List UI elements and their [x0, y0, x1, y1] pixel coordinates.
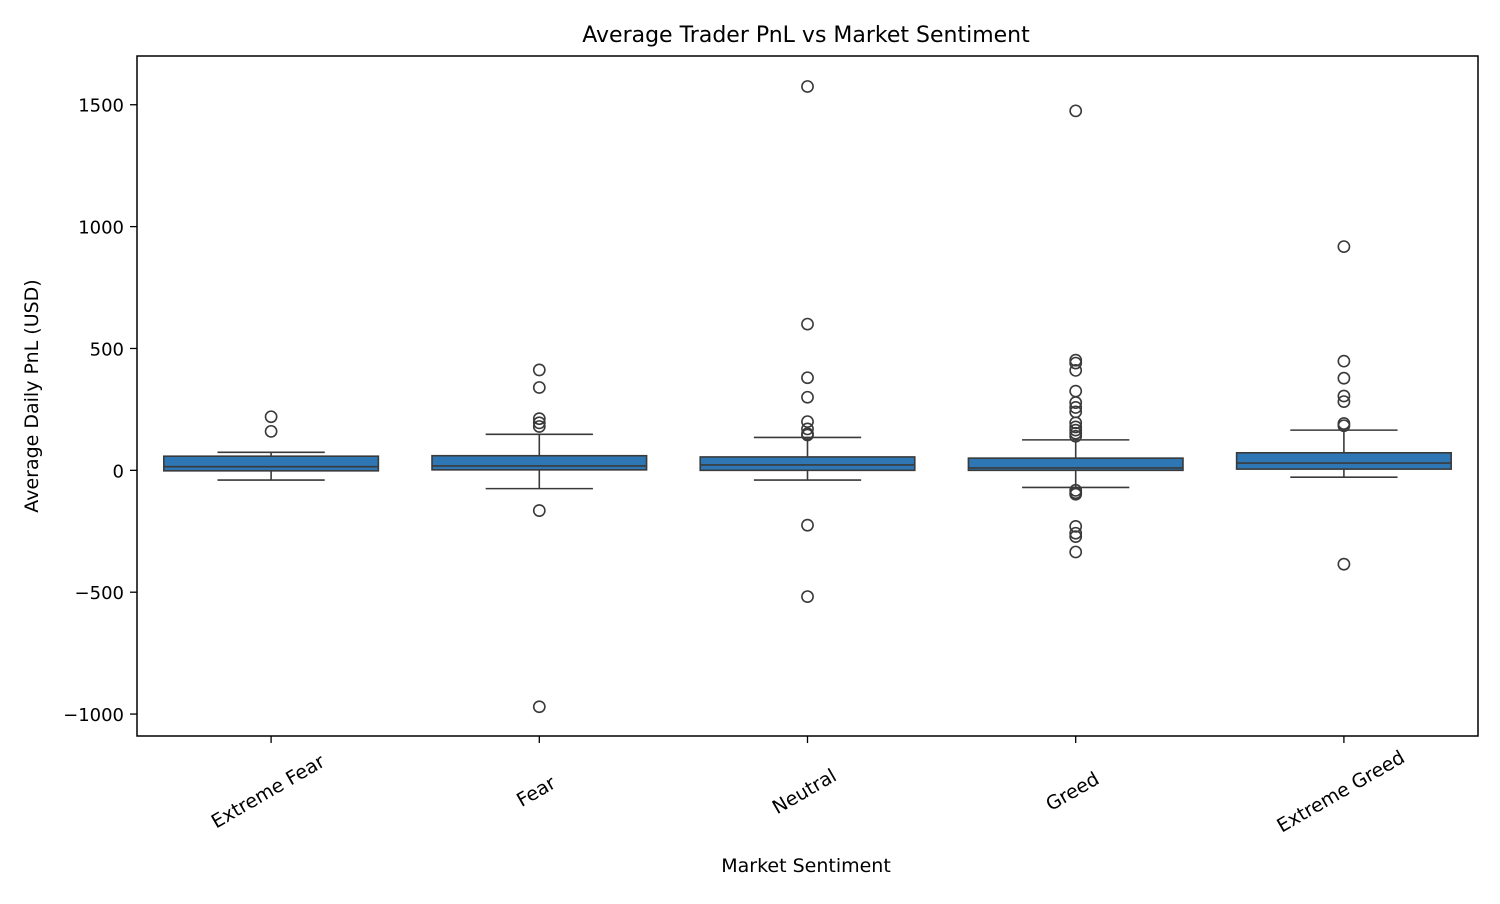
- outlier-point: [1069, 429, 1083, 443]
- outlier-point: [1069, 530, 1083, 544]
- y-tick-label: 500: [90, 339, 124, 360]
- x-tick-label: Extreme Fear: [208, 750, 329, 833]
- y-axis: −1000 −500 0 500 1000 1500: [63, 96, 137, 726]
- outlier-point: [532, 363, 546, 377]
- outlier-point: [801, 371, 814, 385]
- outlier-point: [1069, 420, 1083, 434]
- outlier-point: [801, 518, 814, 532]
- x-tick-label: Extreme Greed: [1273, 746, 1408, 837]
- outlier-point: [1337, 395, 1351, 409]
- iqr-box: [163, 455, 380, 472]
- outlier-point: [1069, 356, 1083, 370]
- outlier-point: [1069, 519, 1083, 533]
- outlier-point: [1069, 384, 1083, 398]
- outlier-point: [1069, 401, 1083, 414]
- outlier-point: [1069, 364, 1083, 377]
- box-group: [699, 80, 916, 603]
- y-axis-label: Average Daily PnL (USD): [21, 279, 43, 512]
- outlier-point: [1069, 487, 1083, 501]
- outlier-point: [801, 80, 814, 93]
- outlier-point: [1069, 396, 1083, 409]
- outlier-point: [1069, 526, 1083, 540]
- y-tick-label: −500: [75, 583, 124, 604]
- x-axis-label: Market Sentiment: [721, 855, 891, 877]
- outlier-point: [801, 590, 814, 603]
- box-group: [1235, 240, 1452, 571]
- outlier-point: [532, 381, 546, 394]
- outlier-point: [801, 422, 814, 436]
- y-tick-label: 1500: [78, 96, 124, 117]
- outlier-point: [801, 415, 814, 428]
- outlier-point: [264, 410, 278, 424]
- y-tick-label: 0: [113, 461, 124, 482]
- outlier-point: [1337, 240, 1351, 253]
- y-tick-label: 1000: [78, 218, 124, 239]
- outlier-point: [1337, 354, 1351, 368]
- outlier-point: [264, 424, 278, 438]
- outlier-point: [1069, 104, 1083, 118]
- iqr-box: [1235, 451, 1452, 470]
- plot-area: [163, 80, 1452, 714]
- chart-title: Average Trader PnL vs Market Sentiment: [582, 23, 1030, 48]
- outlier-point: [1337, 557, 1351, 571]
- outlier-point: [1069, 545, 1083, 559]
- iqr-box: [699, 456, 916, 472]
- outlier-point: [801, 428, 814, 442]
- outlier-point: [801, 390, 814, 404]
- x-axis: Extreme Fear Fear Neutral Greed Extreme Gree…: [208, 736, 1409, 837]
- y-tick-label: −1000: [63, 705, 124, 726]
- x-tick-label: Fear: [513, 772, 560, 812]
- box-group: [431, 363, 648, 714]
- outlier-point: [532, 504, 546, 517]
- outlier-point: [532, 412, 546, 426]
- outlier-point: [532, 416, 546, 430]
- outlier-point: [532, 700, 546, 714]
- x-tick-label: Greed: [1042, 768, 1103, 816]
- outlier-point: [1337, 419, 1351, 433]
- outlier-point: [1069, 423, 1083, 437]
- plot-frame: [136, 55, 1479, 737]
- outlier-point: [1337, 371, 1351, 385]
- outlier-point: [532, 420, 546, 433]
- iqr-box: [431, 454, 648, 471]
- x-tick-label: Neutral: [769, 765, 841, 819]
- box-group: [967, 104, 1184, 559]
- box-group: [163, 410, 380, 481]
- outlier-point: [801, 317, 814, 331]
- outlier-point: [1337, 389, 1351, 403]
